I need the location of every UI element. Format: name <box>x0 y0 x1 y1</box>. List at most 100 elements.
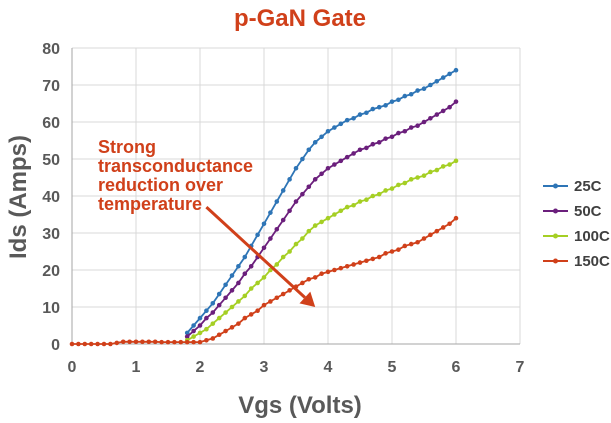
data-point-100c <box>325 215 331 221</box>
data-point-150c <box>332 267 337 273</box>
data-point-50c <box>293 199 299 204</box>
data-point-100c <box>248 286 254 291</box>
data-point-25c <box>268 210 273 215</box>
data-point-25c <box>370 106 376 112</box>
data-point-50c <box>434 112 440 117</box>
data-point-150c <box>376 254 382 260</box>
data-point-25c <box>332 125 337 130</box>
data-point-25c <box>210 301 216 306</box>
data-point-50c <box>204 315 209 321</box>
legend-label-150c: 150C <box>574 253 610 270</box>
data-point-25c <box>447 71 452 77</box>
data-point-50c <box>376 140 382 145</box>
x-tick-label: 3 <box>260 359 269 376</box>
data-point-50c <box>357 147 363 153</box>
data-point-100c <box>338 208 344 214</box>
data-point-25c <box>223 282 228 288</box>
data-point-25c <box>242 254 248 260</box>
data-point-25c <box>204 308 209 314</box>
data-point-150c <box>402 243 408 249</box>
data-point-50c <box>370 141 376 147</box>
data-point-150c <box>434 228 440 234</box>
data-point-25c <box>376 104 382 110</box>
y-tick-label: 80 <box>42 41 60 58</box>
legend-marker-50c <box>553 208 558 214</box>
data-point-50c <box>306 184 312 190</box>
data-point-100c <box>415 175 420 180</box>
data-point-150c <box>184 339 190 345</box>
data-point-25c <box>306 147 312 153</box>
data-point-100c <box>242 293 248 299</box>
data-point-150c <box>319 271 324 277</box>
data-point-100c <box>370 193 376 199</box>
x-tick-labels: 0 1 2 3 4 5 6 7 <box>68 359 525 376</box>
data-point-150c <box>261 302 267 308</box>
data-point-150c <box>204 338 209 343</box>
data-point-100c <box>332 212 337 217</box>
data-point-150c <box>242 315 248 321</box>
data-point-150c <box>306 276 312 282</box>
data-point-150c <box>428 232 433 238</box>
data-point-50c <box>453 99 459 104</box>
data-point-100c <box>216 315 222 321</box>
data-point-50c <box>261 245 267 251</box>
data-point-100c <box>389 186 395 191</box>
y-tick-label: 0 <box>51 337 60 354</box>
data-point-150c <box>408 241 414 247</box>
data-point-100c <box>197 330 203 336</box>
data-point-100c <box>236 299 241 304</box>
data-point-150c <box>223 328 228 334</box>
data-point-50c <box>364 145 369 151</box>
data-point-100c <box>351 202 356 208</box>
data-point-100c <box>229 304 235 310</box>
data-point-25c <box>274 199 280 204</box>
data-point-50c <box>402 128 408 134</box>
data-point-150c <box>396 247 401 252</box>
data-point-150c <box>383 251 388 256</box>
annotation: Strong transconductance reduction over t… <box>98 137 316 307</box>
data-point-150c <box>159 339 164 345</box>
data-point-25c <box>421 86 427 91</box>
y-tick-label: 20 <box>42 263 60 280</box>
series-group <box>69 67 459 347</box>
data-point-25c <box>312 140 318 145</box>
y-tick-label: 40 <box>42 189 60 206</box>
data-point-100c <box>306 228 312 234</box>
data-point-100c <box>447 162 452 167</box>
data-point-150c <box>69 341 75 347</box>
data-point-25c <box>453 67 459 73</box>
y-tick-label: 10 <box>42 300 60 317</box>
annotation-arrow-shaft <box>205 205 306 299</box>
data-point-25c <box>344 117 350 123</box>
legend-marker-150c <box>553 258 558 264</box>
data-point-150c <box>338 265 344 271</box>
data-point-50c <box>287 208 292 214</box>
data-point-50c <box>312 177 318 182</box>
data-point-50c <box>415 123 420 128</box>
data-point-25c <box>408 91 414 97</box>
data-point-100c <box>440 164 446 169</box>
data-point-150c <box>357 260 363 265</box>
data-point-150c <box>248 312 254 317</box>
data-point-100c <box>255 280 260 286</box>
data-point-25c <box>428 82 433 88</box>
data-point-50c <box>280 217 286 223</box>
data-point-100c <box>453 158 459 164</box>
data-point-50c <box>300 191 305 197</box>
data-point-150c <box>312 275 318 280</box>
data-point-50c <box>248 264 254 269</box>
x-axis-label: Vgs (Volts) <box>238 392 362 419</box>
data-point-50c <box>428 116 433 121</box>
data-point-25c <box>319 134 324 140</box>
data-point-25c <box>191 323 196 328</box>
x-tick-label: 6 <box>452 359 461 376</box>
data-point-150c <box>191 339 196 345</box>
annotation-line-2: transconductance <box>98 156 253 176</box>
data-point-150c <box>165 339 171 345</box>
data-point-25c <box>415 88 420 93</box>
x-tick-label: 0 <box>68 359 77 376</box>
data-point-25c <box>440 75 446 80</box>
data-point-150c <box>146 339 152 345</box>
data-point-100c <box>319 219 324 225</box>
